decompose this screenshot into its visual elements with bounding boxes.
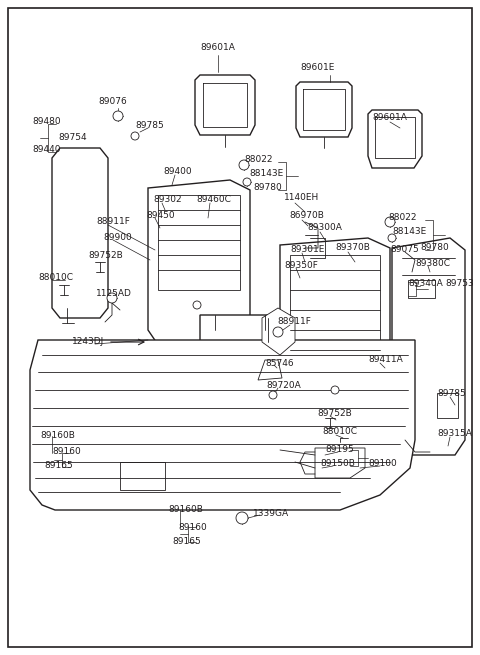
Text: 89380C: 89380C: [415, 259, 450, 267]
Text: 89440: 89440: [32, 145, 60, 155]
Polygon shape: [148, 180, 250, 370]
Circle shape: [385, 217, 395, 227]
Text: 89076: 89076: [98, 98, 127, 107]
Polygon shape: [258, 360, 282, 380]
Text: 89785: 89785: [437, 390, 466, 398]
Polygon shape: [30, 340, 415, 510]
Text: 89075: 89075: [390, 244, 419, 253]
Circle shape: [273, 327, 283, 337]
Text: 89400: 89400: [163, 168, 192, 176]
Text: 89754: 89754: [58, 134, 86, 143]
Polygon shape: [52, 148, 108, 318]
Polygon shape: [368, 110, 422, 168]
Polygon shape: [408, 280, 435, 298]
Text: 89900: 89900: [103, 233, 132, 242]
Text: 89601A: 89601A: [372, 113, 407, 122]
Circle shape: [331, 386, 339, 394]
Text: 89780: 89780: [420, 244, 449, 252]
Text: 89780: 89780: [253, 183, 282, 193]
Text: 89160: 89160: [178, 523, 207, 531]
Polygon shape: [315, 448, 365, 478]
Text: 89160B: 89160B: [168, 506, 203, 514]
Text: 89300A: 89300A: [307, 223, 342, 233]
Text: 89302: 89302: [153, 195, 181, 204]
Circle shape: [193, 301, 201, 309]
Text: 88911F: 88911F: [277, 318, 311, 326]
Text: 88143E: 88143E: [392, 227, 426, 236]
Text: 88010C: 88010C: [38, 272, 73, 282]
Polygon shape: [120, 462, 165, 490]
Circle shape: [107, 293, 117, 303]
Text: 89720A: 89720A: [266, 381, 301, 390]
Text: 89160: 89160: [52, 447, 81, 457]
Text: 89370B: 89370B: [335, 244, 370, 252]
Text: 89350F: 89350F: [284, 261, 318, 269]
Text: 89160B: 89160B: [40, 432, 75, 441]
Polygon shape: [200, 315, 280, 378]
Circle shape: [131, 132, 139, 140]
Text: 89150B: 89150B: [320, 460, 355, 468]
Text: 1243DJ: 1243DJ: [72, 337, 104, 345]
Text: 89315A: 89315A: [437, 430, 472, 438]
Text: 88022: 88022: [388, 214, 417, 223]
Polygon shape: [437, 393, 458, 418]
Text: 1125AD: 1125AD: [96, 288, 132, 297]
Text: 1339GA: 1339GA: [253, 510, 289, 519]
Circle shape: [388, 234, 396, 242]
Text: 89480: 89480: [32, 117, 60, 126]
Text: 88911F: 88911F: [96, 217, 130, 227]
Text: 89195: 89195: [325, 445, 354, 453]
Text: 1140EH: 1140EH: [284, 193, 319, 202]
Polygon shape: [280, 238, 390, 435]
Text: 88022: 88022: [244, 155, 273, 164]
Text: 88010C: 88010C: [322, 428, 357, 436]
Polygon shape: [392, 238, 465, 455]
Text: 89460C: 89460C: [196, 195, 231, 204]
Text: 85746: 85746: [265, 360, 294, 369]
Text: 89601A: 89601A: [201, 43, 235, 52]
Text: 89165: 89165: [172, 538, 201, 546]
Circle shape: [239, 160, 249, 170]
Text: 86970B: 86970B: [289, 212, 324, 221]
Text: 89301E: 89301E: [290, 246, 324, 255]
Circle shape: [113, 111, 123, 121]
Text: 89785: 89785: [135, 121, 164, 130]
Polygon shape: [195, 75, 255, 135]
Text: 89752B: 89752B: [317, 409, 352, 417]
Text: 89752B: 89752B: [88, 250, 123, 259]
Polygon shape: [296, 82, 352, 137]
Circle shape: [269, 391, 277, 399]
Text: 89340A: 89340A: [408, 280, 443, 288]
Polygon shape: [262, 308, 295, 355]
Polygon shape: [290, 255, 380, 375]
Text: 89753: 89753: [445, 280, 474, 288]
Text: 89165: 89165: [44, 462, 73, 470]
Circle shape: [236, 512, 248, 524]
Text: 89601E: 89601E: [301, 64, 335, 73]
Text: 89450: 89450: [146, 210, 175, 219]
Text: 89411A: 89411A: [368, 356, 403, 364]
Text: 89100: 89100: [368, 460, 397, 468]
Polygon shape: [158, 195, 240, 290]
Text: 88143E: 88143E: [249, 170, 283, 179]
Circle shape: [243, 178, 251, 186]
